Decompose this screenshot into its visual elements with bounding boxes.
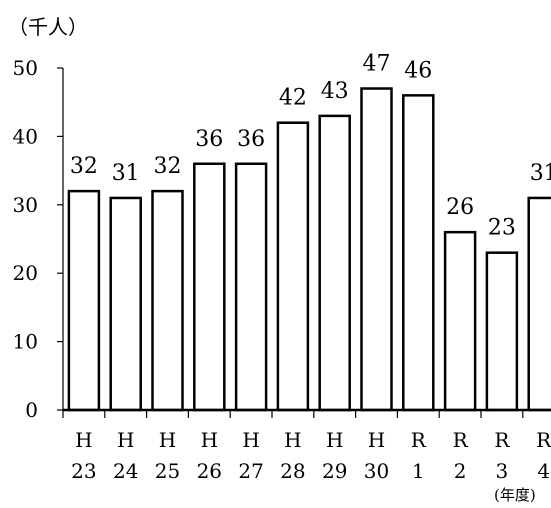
bar xyxy=(485,251,519,412)
x-tick-label-era: H xyxy=(326,428,343,452)
x-tick-label-era: H xyxy=(75,428,92,452)
x-axis: H 23 H 24 H 25 H 26 H 27 H 28 H 29 H 30 R 1 R 2 R 3 R 4 xyxy=(62,408,551,483)
data-label: 26 xyxy=(446,195,474,220)
x-tick-label-year: 30 xyxy=(364,459,389,483)
bar xyxy=(234,162,268,412)
data-label: 36 xyxy=(237,127,265,152)
data-label: 36 xyxy=(195,127,223,152)
data-label: 31 xyxy=(112,161,140,186)
x-tick-label-era: R xyxy=(411,428,427,452)
x-tick-label-era: H xyxy=(242,428,259,452)
x-tick-label-year: 26 xyxy=(197,459,222,483)
x-tick-label-year: 3 xyxy=(496,459,509,483)
bar xyxy=(360,87,393,412)
y-tick-label: 40 xyxy=(13,124,38,148)
y-axis-unit-label: （千人） xyxy=(8,15,88,39)
x-tick-label-year: 1 xyxy=(412,459,425,483)
x-tick-label-era: H xyxy=(117,428,134,452)
data-label: 32 xyxy=(70,154,98,179)
bar xyxy=(443,230,477,412)
y-tick-label: 20 xyxy=(13,261,38,285)
x-tick-label-year: 29 xyxy=(322,459,347,483)
bar xyxy=(318,114,351,412)
bar xyxy=(193,162,226,412)
x-tick-label-era: H xyxy=(201,428,218,452)
x-tick-label-year: 24 xyxy=(113,459,138,483)
y-tick-label: 10 xyxy=(13,330,38,354)
y-tick-label: 50 xyxy=(13,56,38,80)
x-tick-label-era: R xyxy=(494,428,510,452)
x-tick-label-year: 25 xyxy=(155,459,180,483)
x-tick-label-year: 2 xyxy=(454,459,467,483)
x-tick-label-era: H xyxy=(284,428,301,452)
x-tick-label-year: 23 xyxy=(71,459,96,483)
x-tick-label-era: R xyxy=(453,428,469,452)
bar xyxy=(67,189,101,412)
data-label: 46 xyxy=(404,58,432,83)
data-label: 23 xyxy=(488,216,516,241)
bars: 32 31 32 36 36 42 43 47 46 26 23 31 xyxy=(67,52,551,412)
bar xyxy=(402,94,435,412)
y-tick-label: 0 xyxy=(25,398,38,422)
x-axis-unit-label: (年度) xyxy=(494,486,536,504)
bar xyxy=(276,121,310,412)
y-axis: 0 10 20 30 40 50 xyxy=(13,56,64,422)
data-label: 32 xyxy=(154,154,182,179)
x-tick-label-era: H xyxy=(368,428,385,452)
x-tick-label-year: 27 xyxy=(238,459,263,483)
x-tick-label-year: 4 xyxy=(537,459,550,483)
data-label: 42 xyxy=(279,86,307,111)
data-label: 43 xyxy=(321,79,349,104)
x-tick-label-era: H xyxy=(159,428,176,452)
bar xyxy=(527,196,551,412)
x-tick-label-year: 28 xyxy=(280,459,305,483)
bar xyxy=(109,196,142,412)
x-tick-label-era: R xyxy=(536,428,551,452)
y-tick-label: 30 xyxy=(13,193,38,217)
data-label: 31 xyxy=(530,161,551,186)
bar xyxy=(151,189,184,412)
data-label: 47 xyxy=(363,52,391,77)
